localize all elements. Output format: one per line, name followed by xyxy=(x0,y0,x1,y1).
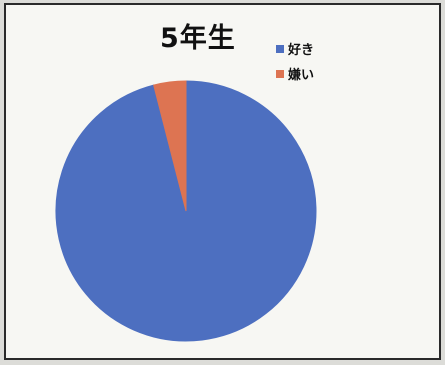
chart-legend: 好き 嫌い xyxy=(276,36,314,86)
legend-item-like: 好き xyxy=(276,36,314,61)
legend-label-like: 好き xyxy=(288,43,315,58)
legend-label-dislike: 嫌い xyxy=(288,68,315,83)
legend-swatch-dislike xyxy=(276,69,284,78)
chart-title: 5年生 xyxy=(160,23,236,54)
pie-slice-dislike xyxy=(153,80,187,212)
legend-swatch-like xyxy=(276,44,284,53)
legend-item-dislike: 嫌い xyxy=(276,61,314,86)
